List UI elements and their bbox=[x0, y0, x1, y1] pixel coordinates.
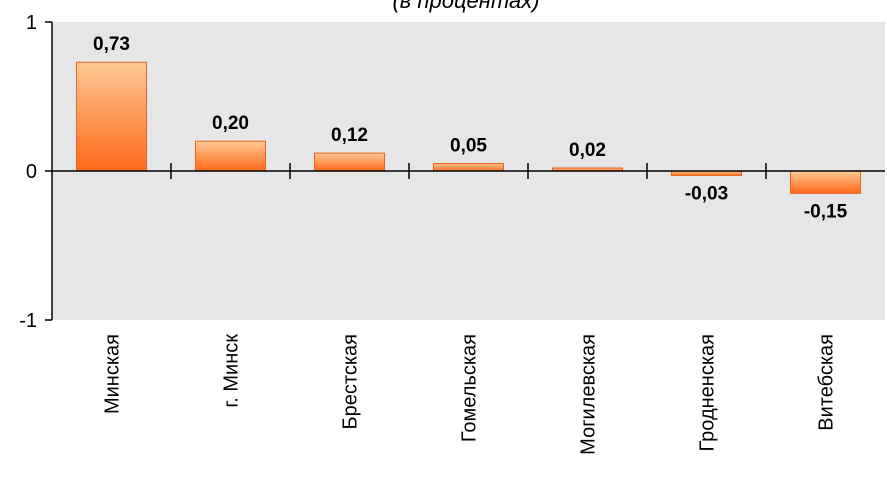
bar-7 bbox=[790, 170, 861, 194]
bars-group bbox=[76, 61, 861, 194]
category-label-5: Могилевская bbox=[578, 334, 600, 455]
chart-title: (в процентах) bbox=[392, 0, 539, 13]
y-tick-label-3: -1 bbox=[19, 310, 37, 332]
data-label-3: 0,12 bbox=[331, 125, 368, 146]
category-label-4: Гомельская bbox=[459, 334, 481, 442]
data-label-5: 0,02 bbox=[569, 140, 606, 161]
bar-1 bbox=[76, 61, 147, 172]
category-label-3: Брестская bbox=[340, 334, 362, 429]
category-label-6: Гродненская bbox=[697, 334, 719, 452]
data-label-4: 0,05 bbox=[450, 136, 487, 157]
labels-group: 0,73 Минская 0,20 г. Минск 0,12 Брестская 0,05… bbox=[19, 12, 847, 455]
y-tick-label-2: 0 bbox=[26, 161, 37, 183]
bar-3 bbox=[314, 152, 385, 172]
data-label-6: -0,03 bbox=[685, 183, 728, 204]
bar-2 bbox=[195, 140, 266, 172]
axes-group bbox=[45, 21, 885, 321]
bar-4 bbox=[433, 163, 504, 172]
data-label-2: 0,20 bbox=[212, 113, 249, 134]
category-label-7: Витебская bbox=[816, 334, 838, 431]
category-label-1: Минская bbox=[102, 334, 124, 414]
data-label-1: 0,73 bbox=[93, 34, 130, 55]
data-label-7: -0,15 bbox=[804, 201, 848, 222]
y-tick-label-1: 1 bbox=[26, 12, 37, 34]
category-label-2: г. Минск bbox=[221, 334, 243, 408]
